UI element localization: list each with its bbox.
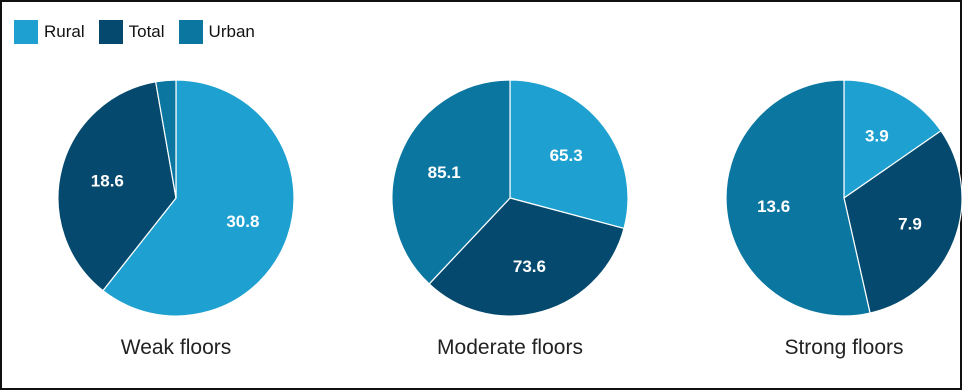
pie-moderate-floors: 65.3 73.6 85.1 Moderate floors (390, 78, 630, 359)
pie-title-moderate-floors: Moderate floors (437, 336, 583, 359)
pie-slice-moderate-floors-rural[interactable] (509, 79, 629, 230)
pie-svg-weak-floors: 30.8 18.6 (57, 79, 295, 317)
pie-slice-weak-floors-rural[interactable] (102, 79, 295, 317)
pie-slice-weak-floors-total[interactable] (57, 81, 177, 292)
pie-label-weak-floors-rural: 30.8 (226, 212, 259, 231)
pie-label-weak-floors-total: 18.6 (91, 172, 124, 191)
legend-swatch-urban (178, 20, 203, 44)
pie-weak-floors: 30.8 18.6 Weak floors (56, 78, 296, 359)
pie-slice-strong-floors-urban[interactable] (725, 79, 871, 317)
legend-label-total: Total (128, 22, 165, 41)
legend-label-rural: Rural (44, 22, 85, 41)
legend-item-total[interactable]: Total (98, 20, 165, 44)
pie-label-strong-floors-rural: 3.9 (865, 126, 889, 145)
legend-item-urban[interactable]: Urban (178, 20, 255, 44)
pie-label-moderate-floors-urban: 85.1 (428, 163, 461, 182)
pie-slice-moderate-floors-total[interactable] (428, 197, 625, 317)
pie-label-moderate-floors-total: 73.6 (513, 257, 546, 276)
pie-label-moderate-floors-rural: 65.3 (550, 146, 583, 165)
legend-swatch-rural (14, 20, 38, 44)
pie-slice-strong-floors-total[interactable] (843, 129, 962, 314)
legend-item-rural[interactable]: Rural (14, 20, 85, 44)
pie-slice-moderate-floors-urban[interactable] (391, 79, 511, 285)
pie-svg-moderate-floors: 65.3 73.6 85.1 (391, 79, 629, 317)
legend: Rural Total Urban (14, 20, 255, 44)
pie-strong-floors: 3.9 7.9 13.6 Strong floors (724, 78, 962, 359)
pie-label-strong-floors-urban: 13.6 (757, 197, 790, 216)
legend-label-urban: Urban (208, 22, 255, 41)
legend-swatch-total (98, 20, 123, 44)
pie-slice-strong-floors-rural[interactable] (843, 79, 942, 200)
pie-slice-weak-floors-urban[interactable] (154, 79, 177, 199)
pie-svg-strong-floors: 3.9 7.9 13.6 (725, 79, 962, 317)
pie-title-strong-floors: Strong floors (784, 336, 904, 359)
pie-title-weak-floors: Weak floors (120, 336, 232, 359)
pie-label-strong-floors-total: 7.9 (898, 215, 922, 234)
